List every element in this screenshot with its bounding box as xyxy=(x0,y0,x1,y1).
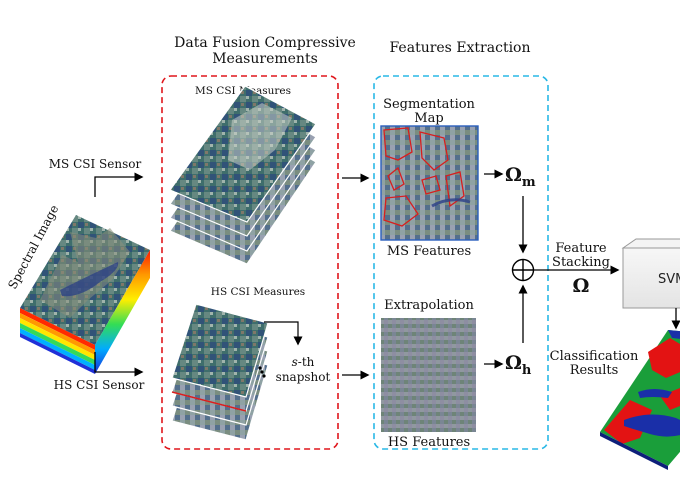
stacking-label-line1: Feature xyxy=(555,241,607,256)
ms-measures-stack xyxy=(169,85,317,265)
segmentation-map-image xyxy=(380,125,479,241)
segmentation-label-line2: Map xyxy=(414,111,443,126)
snapshot-label-line2: snapshot xyxy=(276,370,331,384)
omega-h-symbol: Ωh xyxy=(505,352,532,378)
snapshot-arrow xyxy=(264,321,303,346)
results-label-line2: Results xyxy=(570,363,619,378)
spectral-image-cube: Spectral Image xyxy=(5,203,150,374)
omega-stacked-symbol: Ω xyxy=(573,275,590,297)
stacking-label-line2: Stacking xyxy=(552,255,610,270)
hs-measures-label: HS CSI Measures xyxy=(211,286,305,298)
fusion-dashed-box xyxy=(161,75,339,450)
snapshot-label-line1: s-th xyxy=(292,355,315,369)
results-label-line1: Classification xyxy=(550,349,639,364)
svm-classifier-box: SVM xyxy=(621,238,680,309)
hs-sensor-label: HS CSI Sensor xyxy=(54,378,145,392)
ms-features-label: MS Features xyxy=(387,244,471,259)
ms-sensor-arrow xyxy=(94,172,144,197)
omega-m-symbol: Ωm xyxy=(505,164,536,190)
svm-label: SVM xyxy=(658,272,680,287)
features-heading: Features Extraction xyxy=(389,40,530,56)
classification-map xyxy=(600,330,680,470)
hs-features-label: HS Features xyxy=(388,435,470,450)
ms-sensor-label: MS CSI Sensor xyxy=(49,157,142,171)
hs-sensor-arrow xyxy=(94,352,144,377)
fusion-heading-line1: Data Fusion Compressive xyxy=(174,35,356,51)
segmentation-label-line1: Segmentation xyxy=(383,97,475,112)
extrapolation-label: Extrapolation xyxy=(384,298,474,313)
hs-measures-stack xyxy=(171,303,269,441)
fusion-heading-line2: Measurements xyxy=(212,51,318,67)
hs-features-image xyxy=(381,318,476,432)
